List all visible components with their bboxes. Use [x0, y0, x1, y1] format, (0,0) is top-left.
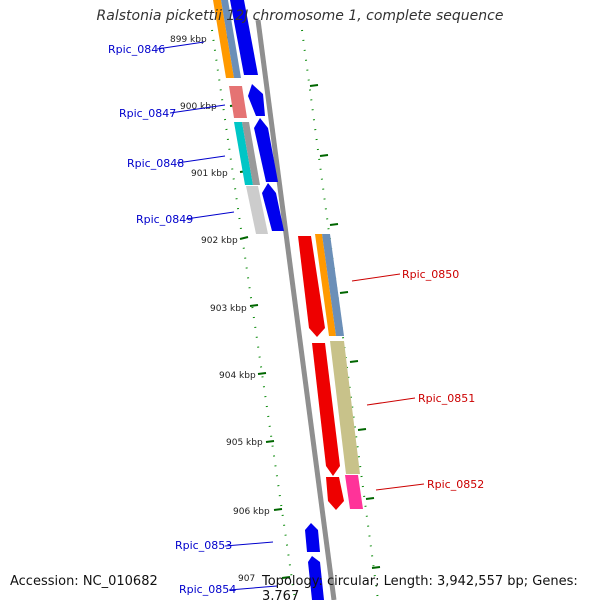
gene-arrow-forward[interactable]: [305, 523, 320, 552]
gene-bar-lightgrey[interactable]: [246, 186, 268, 234]
tick-mark: [357, 428, 367, 431]
gene-label-leader: [185, 211, 235, 220]
tick-mark: [319, 154, 329, 157]
gene-bar-steelblue[interactable]: [322, 234, 344, 336]
kbp-label: 899 kbp: [170, 35, 207, 45]
gene-label-Rpic_0852[interactable]: Rpic_0852: [427, 478, 484, 491]
gene-arrow-reverse[interactable]: [326, 477, 344, 510]
gene-arrow-forward[interactable]: [262, 183, 284, 231]
tick-mark: [273, 508, 283, 511]
kbp-label: 906 kbp: [233, 507, 270, 517]
tick-mark: [371, 566, 381, 569]
kbp-label: 900 kbp: [180, 102, 217, 112]
gene-arrow-forward[interactable]: [254, 118, 278, 182]
tick-mark: [349, 360, 359, 363]
tick-mark: [339, 291, 349, 294]
gene-bar-cyan[interactable]: [234, 122, 253, 185]
kbp-label: 905 kbp: [226, 438, 263, 448]
gene-label-Rpic_0851[interactable]: Rpic_0851: [418, 392, 475, 405]
tick-mark: [257, 372, 267, 375]
gene-bar-khaki[interactable]: [330, 341, 360, 474]
gene-bar-pink[interactable]: [345, 475, 363, 509]
gene-label-Rpic_0853[interactable]: Rpic_0853: [175, 539, 232, 552]
tick-mark: [281, 576, 291, 579]
tick-mark: [365, 497, 375, 500]
gene-arrow-forward[interactable]: [308, 556, 324, 600]
kbp-label: 904 kbp: [219, 371, 256, 381]
tick-mark: [249, 304, 259, 307]
gene-label-leader: [375, 483, 425, 491]
tick-mark: [309, 84, 319, 87]
gene-bar-salmon[interactable]: [229, 86, 247, 118]
gene-arrow-forward[interactable]: [248, 84, 265, 116]
gene-label-leader: [351, 273, 401, 282]
gene-bar-steelblue[interactable]: [221, 0, 241, 78]
chromosome-backbone: [255, 19, 337, 600]
gene-label-leader: [169, 104, 226, 114]
gene-arrow-forward[interactable]: [230, 0, 258, 75]
kbp-label: 901 kbp: [191, 169, 228, 179]
tick-mark: [329, 223, 339, 226]
gene-arrow-reverse[interactable]: [312, 343, 340, 476]
gene-label-leader: [176, 155, 226, 164]
gene-label-Rpic_0850[interactable]: Rpic_0850: [402, 268, 459, 281]
gene-label-leader: [224, 541, 274, 547]
kbp-label: 903 kbp: [210, 304, 247, 314]
gene-bar-grey[interactable]: [242, 122, 260, 185]
gene-label-Rpic_0848[interactable]: Rpic_0848: [127, 157, 184, 170]
gene-label-Rpic_0846[interactable]: Rpic_0846: [108, 43, 165, 56]
gene-arrow-reverse[interactable]: [298, 236, 325, 337]
gene-bar-orange[interactable]: [213, 0, 234, 78]
gene-label-leader: [366, 397, 416, 406]
accession-label: Accession: NC_010682: [10, 574, 158, 589]
gene-label-leader: [228, 585, 278, 591]
map-title: Ralstonia pickettii 12J chromosome 1, co…: [96, 8, 504, 24]
gene-bar-orange[interactable]: [315, 234, 336, 336]
tick-mark: [239, 236, 249, 240]
gene-label-Rpic_0847[interactable]: Rpic_0847: [119, 107, 176, 120]
kbp-label: 907: [238, 574, 255, 584]
tick-mark: [265, 440, 275, 443]
gene-label-leader: [156, 41, 205, 50]
left-guide-line: [211, 29, 296, 600]
genome-stats-label: Topology: circular; Length: 3,942,557 bp…: [262, 574, 578, 600]
kbp-label: 902 kbp: [201, 236, 238, 246]
gene-label-Rpic_0854[interactable]: Rpic_0854: [179, 583, 236, 596]
gene-label-Rpic_0849[interactable]: Rpic_0849: [136, 213, 193, 226]
